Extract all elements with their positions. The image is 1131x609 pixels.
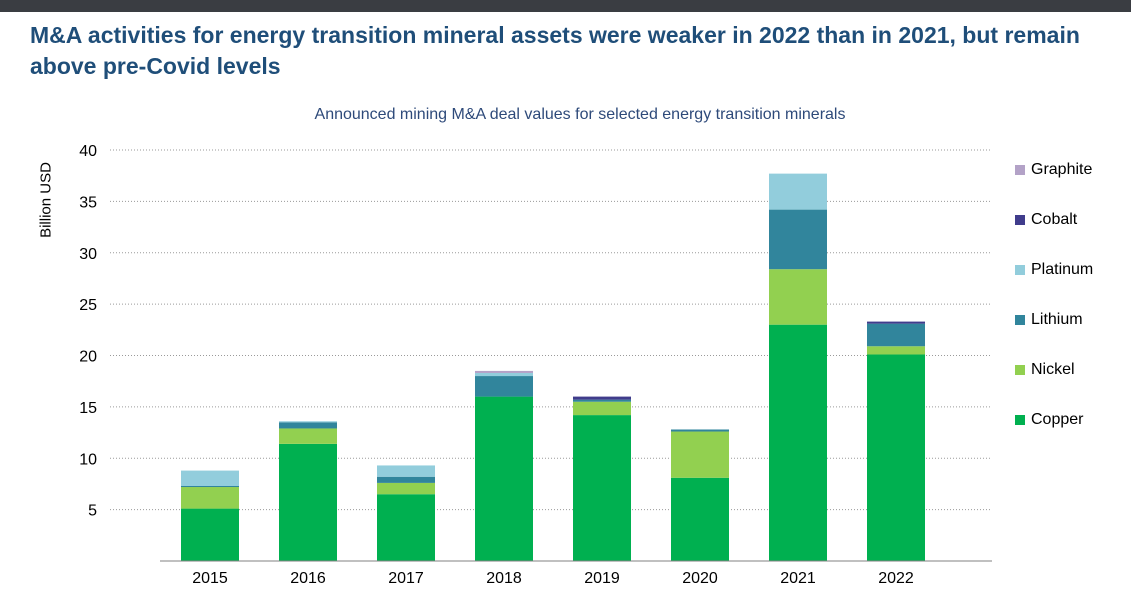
bar-segment-lithium-2017: [377, 476, 435, 483]
bar-segment-lithium-2022: [867, 323, 925, 347]
bar-segment-nickel-2015: [181, 487, 239, 509]
y-tick-label: 5: [88, 503, 97, 520]
y-tick-label: 35: [79, 194, 97, 211]
x-tick-label: 2015: [192, 570, 228, 587]
x-tick-labels: 2015 2016 2017 2018 2019 2020 2021 2022: [192, 570, 914, 587]
legend-swatch: [1015, 215, 1025, 225]
bar-segment-graphite-2018: [475, 370, 533, 373]
top-bar: [0, 0, 1131, 12]
bar-segment-copper-2016: [279, 443, 337, 561]
bar-segment-nickel-2022: [867, 346, 925, 355]
bar-segment-platinum-2017: [377, 465, 435, 477]
bar-segment-lithium-2020: [671, 429, 729, 432]
bar-segment-cobalt-2019: [573, 396, 631, 400]
legend-item-copper: Copper: [1015, 400, 1093, 450]
x-tick-label: 2017: [388, 570, 424, 587]
legend-swatch: [1015, 265, 1025, 275]
chart-title: Announced mining M&A deal values for sel…: [314, 106, 846, 123]
bar-segment-copper-2020: [671, 477, 729, 561]
gridlines: [110, 149, 992, 511]
x-tick-label: 2018: [486, 570, 522, 587]
bars: [181, 173, 925, 561]
bar-segment-nickel-2019: [573, 401, 631, 416]
bar-segment-nickel-2021: [769, 269, 827, 325]
bar-segment-copper-2019: [573, 415, 631, 561]
legend-label: Lithium: [1031, 311, 1083, 328]
y-tick-label: 40: [79, 143, 97, 160]
bar-segment-nickel-2020: [671, 431, 729, 478]
bar-segment-lithium-2016: [279, 422, 337, 429]
bar-segment-cobalt-2022: [867, 321, 925, 324]
page-headline: M&A activities for energy transition min…: [30, 22, 1080, 79]
x-tick-label: 2020: [682, 570, 718, 587]
y-tick-label: 20: [79, 349, 97, 366]
x-tick-label: 2016: [290, 570, 326, 587]
bar-segment-copper-2021: [769, 324, 827, 561]
legend-label: Copper: [1031, 411, 1084, 428]
legend-swatch: [1015, 165, 1025, 175]
legend-item-nickel: Nickel: [1015, 350, 1093, 400]
legend-swatch: [1015, 315, 1025, 325]
x-tick-label: 2022: [878, 570, 914, 587]
legend-item-platinum: Platinum: [1015, 250, 1093, 300]
bar-segment-lithium-2019: [573, 399, 631, 402]
bar-segment-copper-2017: [377, 494, 435, 561]
y-tick-label: 30: [79, 246, 97, 263]
bar-segment-copper-2018: [475, 396, 533, 561]
bar-segment-lithium-2021: [769, 209, 827, 270]
legend-item-lithium: Lithium: [1015, 300, 1093, 350]
bar-segment-platinum-2016: [279, 421, 337, 423]
y-tick-label: 25: [79, 297, 97, 314]
legend-label: Nickel: [1031, 361, 1075, 378]
bar-segment-platinum-2015: [181, 470, 239, 486]
bar-segment-nickel-2016: [279, 428, 337, 444]
legend-item-graphite: Graphite: [1015, 150, 1093, 200]
bar-segment-lithium-2018: [475, 376, 533, 397]
legend-label: Platinum: [1031, 261, 1094, 278]
legend: Graphite Cobalt Platinum Lithium Nickel Coppe…: [1015, 150, 1093, 450]
bar-segment-lithium-2015: [181, 485, 239, 488]
y-tick-label: 10: [79, 451, 97, 468]
legend-label: Graphite: [1031, 161, 1093, 178]
bar-segment-nickel-2017: [377, 482, 435, 495]
bar-segment-platinum-2021: [769, 173, 827, 210]
x-tick-label: 2019: [584, 570, 620, 587]
y-tick-label: 15: [79, 400, 97, 417]
x-tick-label: 2021: [780, 570, 816, 587]
y-tick-labels: 5 10 15 20 25 30 35 40: [79, 143, 97, 520]
bar-segment-copper-2015: [181, 508, 239, 561]
legend-swatch: [1015, 365, 1025, 375]
legend-swatch: [1015, 415, 1025, 425]
bar-segment-platinum-2018: [475, 372, 533, 377]
legend-item-cobalt: Cobalt: [1015, 200, 1093, 250]
legend-label: Cobalt: [1031, 211, 1078, 228]
bar-segment-copper-2022: [867, 354, 925, 561]
